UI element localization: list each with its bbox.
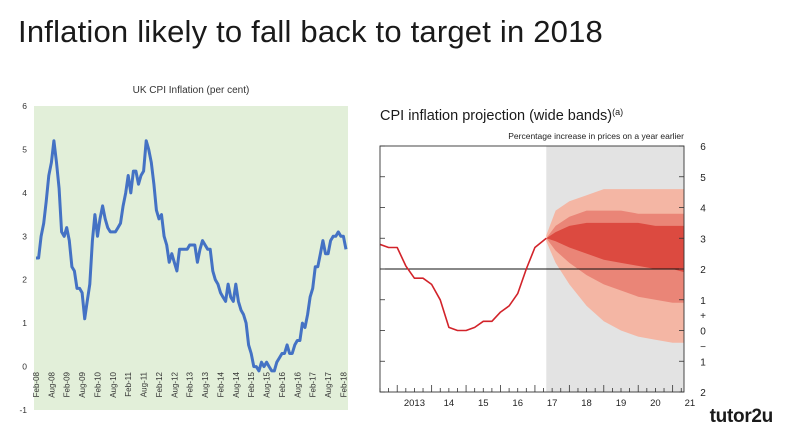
left-x-tick-label: Aug-13 xyxy=(201,371,210,397)
left-series-group xyxy=(36,139,348,373)
left-y-tick-label: 1 xyxy=(22,318,27,328)
right-chart-title: CPI inflation projection (wide bands) xyxy=(380,108,612,124)
right-x-tick-label: 16 xyxy=(512,398,523,409)
right-x-tick-label: 15 xyxy=(478,398,489,409)
cpi-projection-chart: CPI inflation projection (wide bands)(a)… xyxy=(379,107,706,409)
history-group xyxy=(379,237,547,332)
right-y-tick-label: 1 xyxy=(700,296,706,307)
left-y-tick-label: -1 xyxy=(19,405,27,415)
cpi-inflation-line xyxy=(36,139,348,373)
right-axis-ticks: 6 5 4 3 2 1 +0 − 1 2 xyxy=(380,142,706,399)
right-x-axis: 2013 14 15 16 17 18 19 20 21 xyxy=(379,385,696,409)
right-y-tick-label: − xyxy=(700,342,706,353)
left-y-tick-label: 0 xyxy=(22,362,27,372)
right-x-tick-label: 21 xyxy=(685,398,696,409)
left-x-tick-label: Feb-17 xyxy=(309,371,318,397)
svg-text:CPI inflation projection (wide: CPI inflation projection (wide bands)(a) xyxy=(380,107,623,124)
right-x-tick-label: 18 xyxy=(581,398,592,409)
left-y-axis: 6 5 4 3 2 1 0 -1 xyxy=(19,101,27,415)
right-x-tick-label: 19 xyxy=(616,398,627,409)
left-x-axis: Feb-08 Aug-08 Feb-09 Aug-09 Feb-10 Aug-10 Feb-… xyxy=(32,371,348,397)
left-x-tick-label: Aug-12 xyxy=(170,371,179,397)
left-x-tick-label: Feb-08 xyxy=(32,371,41,397)
left-x-tick-label: Feb-10 xyxy=(93,371,102,397)
left-x-tick-label: Feb-14 xyxy=(216,371,225,397)
left-x-tick-label: Aug-15 xyxy=(263,371,272,397)
right-x-tick-label: 14 xyxy=(444,398,455,409)
history-inflation-line xyxy=(379,237,547,332)
right-y-tick-label: 6 xyxy=(700,142,706,153)
left-y-tick-label: 4 xyxy=(22,188,27,198)
left-y-tick-label: 6 xyxy=(22,101,27,111)
left-y-tick-label: 5 xyxy=(22,144,27,154)
right-y-tick-label: 3 xyxy=(700,234,706,245)
logo-text: tutor2u xyxy=(709,406,774,427)
left-y-tick-label: 2 xyxy=(22,275,27,285)
left-chart-title: UK CPI Inflation (per cent) xyxy=(133,85,250,96)
left-x-tick-label: Aug-10 xyxy=(109,371,118,397)
fan-band-inner xyxy=(546,222,684,273)
fan-bands xyxy=(546,189,684,343)
right-x-tick-label: 17 xyxy=(547,398,558,409)
right-y-tick-label: 2 xyxy=(700,388,706,399)
left-x-tick-label: Aug-08 xyxy=(47,371,56,397)
left-x-tick-label: Aug-16 xyxy=(293,371,302,397)
left-x-tick-label: Feb-16 xyxy=(278,371,287,397)
right-y-tick-label: 4 xyxy=(700,204,706,215)
slide-title: Inflation likely to fall back to target … xyxy=(18,14,603,49)
left-x-tick-label: Aug-17 xyxy=(324,371,333,397)
left-x-tick-label: Aug-09 xyxy=(78,371,87,397)
right-chart-title-superscript: (a) xyxy=(612,107,623,117)
left-x-tick-label: Feb-13 xyxy=(186,371,195,397)
left-x-tick-label: Feb-18 xyxy=(339,371,348,397)
tutor2u-logo: tutor2u xyxy=(709,406,774,428)
right-x-tick-label: 2013 xyxy=(404,398,425,409)
left-x-tick-label: Feb-11 xyxy=(124,371,133,396)
left-plot-area xyxy=(34,106,348,410)
left-x-tick-label: Feb-12 xyxy=(155,371,164,397)
right-y-tick-label: + xyxy=(700,311,706,322)
right-y-tick-label: 2 xyxy=(700,265,706,276)
left-x-tick-label: Aug-14 xyxy=(232,371,241,397)
left-y-tick-label: 3 xyxy=(22,231,27,241)
right-chart-subtitle: Percentage increase in prices on a year … xyxy=(508,131,684,141)
left-x-tick-label: Feb-15 xyxy=(247,371,256,397)
left-x-tick-label: Aug-11 xyxy=(140,371,149,397)
right-y-tick-label: 5 xyxy=(700,173,706,184)
right-x-tick-label: 20 xyxy=(650,398,661,409)
right-y-tick-label: 1 xyxy=(700,357,706,368)
right-y-tick-label: 0 xyxy=(700,327,706,338)
uk-cpi-chart: UK CPI Inflation (per cent) 6 5 4 3 2 1 0 -1 Fe… xyxy=(19,85,348,415)
left-x-tick-label: Feb-09 xyxy=(63,371,72,397)
